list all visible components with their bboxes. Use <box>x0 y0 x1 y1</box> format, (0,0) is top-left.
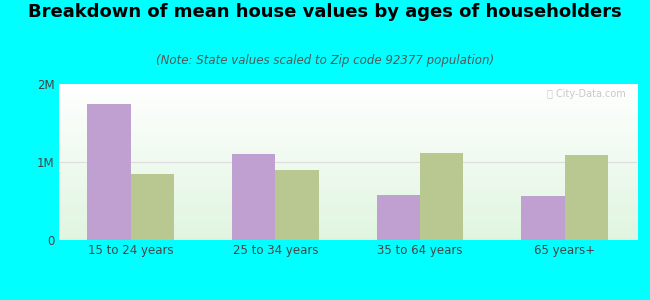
Bar <box>232 154 276 240</box>
Bar <box>521 196 565 240</box>
Text: (Note: State values scaled to Zip code 92377 population): (Note: State values scaled to Zip code 9… <box>156 54 494 67</box>
Bar <box>131 174 174 240</box>
Bar <box>276 170 318 240</box>
Text: Breakdown of mean house values by ages of householders: Breakdown of mean house values by ages o… <box>28 3 622 21</box>
Bar <box>565 155 608 240</box>
Text: ⓘ City-Data.com: ⓘ City-Data.com <box>547 89 625 99</box>
Bar <box>377 195 420 240</box>
Bar <box>420 153 463 240</box>
Bar <box>87 103 131 240</box>
